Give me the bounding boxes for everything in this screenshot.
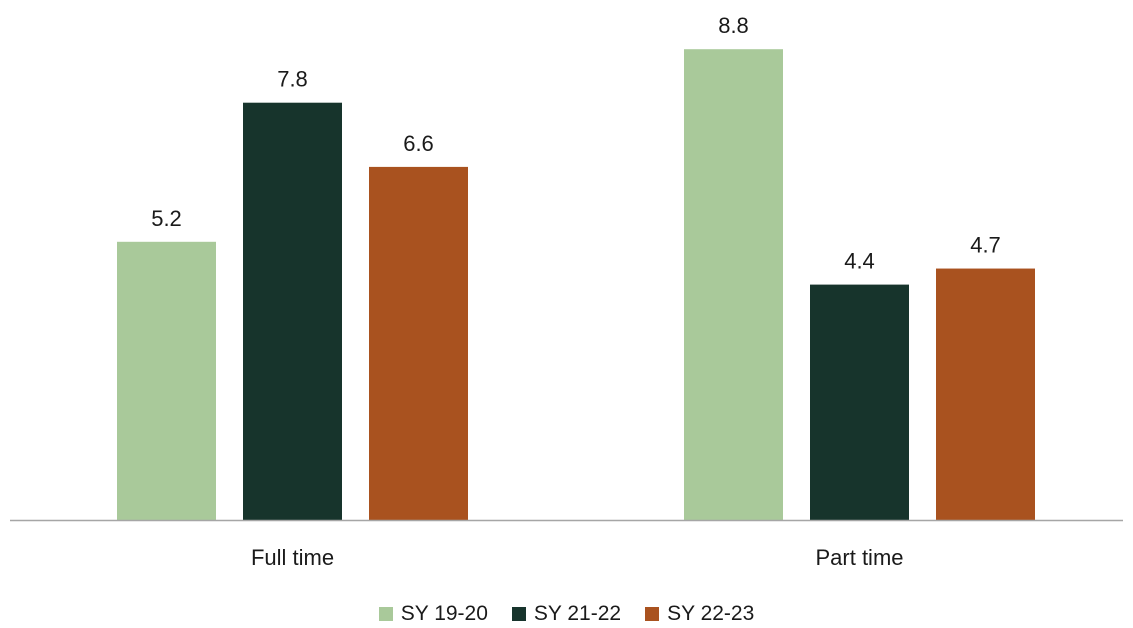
category-label-part-time: Part time: [815, 545, 903, 570]
bar-full-time-sy-21-22: [243, 102, 342, 520]
data-label: 8.8: [718, 13, 749, 38]
bar-part-time-sy-22-23: [936, 268, 1035, 520]
legend-label: SY 21-22: [533, 602, 622, 625]
legend-item-sy-22-23: SY 22-23: [645, 602, 754, 626]
data-label: 5.2: [151, 206, 182, 231]
category-labels-layer: Full time Part time: [251, 545, 904, 570]
legend-label: SY 22-23: [667, 602, 755, 625]
bar-chart: 5.2 7.8 6.6 8.8 4.4 4.7 Full time Part time: [10, 13, 1123, 570]
bar-part-time-sy-19-20: [684, 49, 783, 520]
legend-swatch: [645, 607, 660, 621]
legend-item-sy-21-22: SY 21-22: [511, 602, 622, 626]
legend-swatch: [511, 607, 526, 621]
data-label: 6.6: [403, 131, 434, 156]
bar-full-time-sy-22-23: [369, 166, 468, 520]
bars-layer: [117, 49, 1035, 521]
data-label: 4.4: [844, 249, 875, 274]
legend: SY 19-20 SY 21-22 SY 22-23: [0, 600, 1133, 628]
legend-label: SY 19-20: [400, 602, 488, 625]
category-label-full-time: Full time: [251, 545, 334, 570]
legend-swatch: [378, 607, 393, 621]
value-labels-layer: 5.2 7.8 6.6 8.8 4.4 4.7: [151, 13, 1001, 273]
bar-full-time-sy-19-20: [117, 241, 216, 521]
legend-item-sy-19-20: SY 19-20: [378, 602, 488, 626]
data-label: 4.7: [970, 233, 1001, 258]
data-label: 7.8: [277, 67, 308, 92]
bar-part-time-sy-21-22: [810, 284, 909, 520]
